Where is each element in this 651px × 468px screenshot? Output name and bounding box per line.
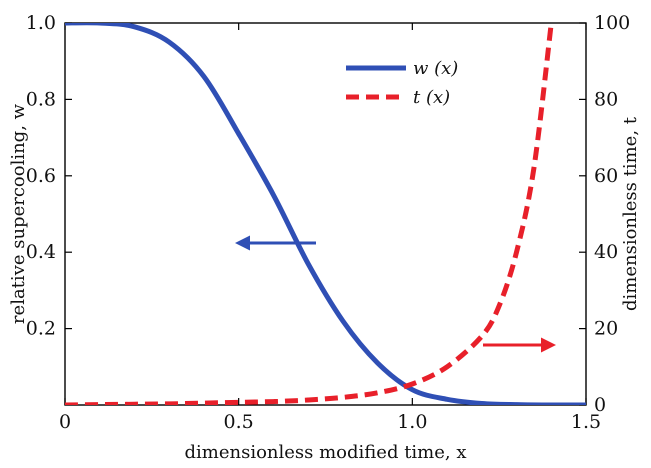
plot-area [64,22,587,406]
x-tick-label: 1.0 [397,411,427,433]
annotation-layer [235,235,556,353]
x-tick-label: 0 [59,411,71,433]
legend-label-t: t (x) [413,87,450,108]
right-y-tick-label: 0 [594,394,606,416]
legend-label-w: w (x) [413,58,458,79]
series-t-line [65,23,554,405]
left-y-tick-label: 0.2 [26,318,56,340]
legend: w (x) t (x) [346,58,458,108]
series-layer [65,23,586,405]
ticks [64,22,587,406]
left-y-tick-label: 0.8 [26,88,56,110]
right-y-tick-label: 100 [594,12,630,34]
right-y-tick-label: 40 [594,241,618,263]
x-axis-label: dimensionless modified time, x [184,442,466,463]
plot-frame [64,22,587,406]
left-y-tick-label: 0.6 [26,165,56,187]
right-y-tick-label: 80 [594,88,618,110]
left-y-axis-label: relative supercooling, w [8,103,29,324]
left-y-tick-label: 1.0 [26,12,56,34]
x-tick-label: 1.5 [571,411,601,433]
left-y-tick-label: 0.4 [26,241,56,263]
right-y-axis-label: dimensionless time, t [620,116,641,311]
series-w-line [65,23,586,405]
x-tick-label: 0.5 [224,411,254,433]
tick-labels: 0 0.5 1.0 1.5 0.2 0.4 0.6 0.8 1.0 0 20 40 60 80 100 [26,12,630,433]
right-y-tick-label: 60 [594,165,618,187]
right-y-tick-label: 20 [594,318,618,340]
